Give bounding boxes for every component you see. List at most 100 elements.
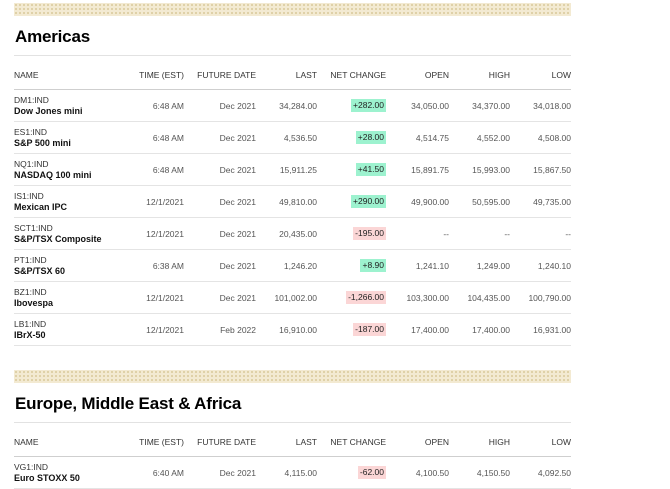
column-header-low[interactable]: LOW [510,428,571,457]
instrument-name[interactable]: NASDAQ 100 mini [14,169,92,180]
instrument-name[interactable]: Dow Jones mini [14,105,83,116]
table-header-row: NAME TIME (EST) FUTURE DATE LAST NET CHA… [14,61,571,90]
instrument-name[interactable]: S&P/TSX Composite [14,233,102,244]
column-header-open[interactable]: OPEN [386,61,449,90]
ticker-symbol[interactable]: VG1:IND [14,461,49,472]
high-cell: 50,595.00 [449,185,510,218]
ticker-symbol[interactable]: LB1:IND [14,318,47,329]
low-cell: 4,092.50 [510,456,571,489]
last-price-cell: 1,246.20 [256,249,317,282]
table-row[interactable]: PT1:IND S&P/TSX 60 6:38 AM Dec 2021 1,246.20… [14,249,571,282]
last-price-cell: 34,284.00 [256,89,317,122]
instrument-cell[interactable]: IS1:IND Mexican IPC [14,185,116,218]
section-divider [14,55,571,56]
column-header-time[interactable]: TIME (EST) [116,61,184,90]
instrument-cell[interactable]: SCT1:IND S&P/TSX Composite [14,217,116,250]
column-header-net-change[interactable]: NET CHANGE [317,61,386,90]
ticker-symbol[interactable]: PT1:IND [14,254,47,265]
column-header-name[interactable]: NAME [14,428,116,457]
ticker-symbol[interactable]: BZ1:IND [14,286,47,297]
high-cell: 17,400.00 [449,313,510,346]
instrument-name[interactable]: IBrX-50 [14,329,46,340]
ticker-symbol[interactable]: IS1:IND [14,190,44,201]
last-price-cell: 15,911.25 [256,153,317,186]
column-header-open[interactable]: OPEN [386,428,449,457]
instrument-cell[interactable]: NQ1:IND NASDAQ 100 mini [14,153,116,186]
low-cell: 100,790.00 [510,281,571,314]
net-change-cell: +282.00 [317,89,386,122]
decorative-band-top [14,3,571,16]
future-date-cell: Dec 2021 [184,121,256,154]
column-header-net-change[interactable]: NET CHANGE [317,428,386,457]
emea-futures-table: NAME TIME (EST) FUTURE DATE LAST NET CHA… [14,428,571,489]
low-cell: 16,931.00 [510,313,571,346]
open-cell: 103,300.00 [386,281,449,314]
instrument-cell[interactable]: PT1:IND S&P/TSX 60 [14,249,116,282]
instrument-cell[interactable]: VG1:IND Euro STOXX 50 [14,456,116,489]
future-date-cell: Dec 2021 [184,249,256,282]
time-cell: 6:38 AM [116,249,184,282]
instrument-cell[interactable]: BZ1:IND Ibovespa [14,281,116,314]
ticker-symbol[interactable]: DM1:IND [14,94,49,105]
ticker-symbol[interactable]: ES1:IND [14,126,48,137]
last-price-cell: 20,435.00 [256,217,317,250]
net-change-badge: -1,266.00 [346,291,386,304]
net-change-cell: -195.00 [317,217,386,250]
high-cell: 4,552.00 [449,121,510,154]
instrument-name[interactable]: Euro STOXX 50 [14,472,80,483]
section-title-americas: Americas [15,27,90,46]
net-change-badge: +28.00 [355,131,386,144]
ticker-symbol[interactable]: SCT1:IND [14,222,53,233]
instrument-cell[interactable]: DM1:IND Dow Jones mini [14,89,116,122]
instrument-cell[interactable]: LB1:IND IBrX-50 [14,313,116,346]
americas-futures-table: NAME TIME (EST) FUTURE DATE LAST NET CHA… [14,61,571,346]
future-date-cell: Dec 2021 [184,185,256,218]
instrument-name[interactable]: S&P/TSX 60 [14,265,66,276]
column-header-last[interactable]: LAST [256,428,317,457]
instrument-name[interactable]: Ibovespa [14,297,54,308]
net-change-badge: -195.00 [353,227,386,240]
instrument-cell[interactable]: ES1:IND S&P 500 mini [14,121,116,154]
instrument-name[interactable]: Mexican IPC [14,201,68,212]
instrument-name[interactable]: S&P 500 mini [14,137,71,148]
high-cell: 104,435.00 [449,281,510,314]
table-row[interactable]: ES1:IND S&P 500 mini 6:48 AM Dec 2021 4,536.… [14,121,571,154]
table-row[interactable]: DM1:IND Dow Jones mini 6:48 AM Dec 2021 34,2… [14,89,571,122]
open-cell: 15,891.75 [386,153,449,186]
column-header-future-date[interactable]: FUTURE DATE [184,428,256,457]
last-price-cell: 4,536.50 [256,121,317,154]
table-row[interactable]: IS1:IND Mexican IPC 12/1/2021 Dec 2021 49,81… [14,185,571,218]
column-header-high[interactable]: HIGH [449,61,510,90]
low-cell: 1,240.10 [510,249,571,282]
column-header-high[interactable]: HIGH [449,428,510,457]
net-change-badge: +282.00 [351,99,386,112]
time-cell: 12/1/2021 [116,281,184,314]
table-row[interactable]: NQ1:IND NASDAQ 100 mini 6:48 AM Dec 2021 15,… [14,153,571,186]
future-date-cell: Dec 2021 [184,456,256,489]
net-change-cell: -1,266.00 [317,281,386,314]
table-row[interactable]: SCT1:IND S&P/TSX Composite 12/1/2021 Dec 20… [14,217,571,250]
time-cell: 12/1/2021 [116,313,184,346]
net-change-cell: +8.90 [317,249,386,282]
column-header-name[interactable]: NAME [14,61,116,90]
column-header-low[interactable]: LOW [510,61,571,90]
net-change-cell: +290.00 [317,185,386,218]
future-date-cell: Dec 2021 [184,89,256,122]
low-cell: 15,867.50 [510,153,571,186]
high-cell: 34,370.00 [449,89,510,122]
column-header-last[interactable]: LAST [256,61,317,90]
table-row[interactable]: BZ1:IND Ibovespa 12/1/2021 Dec 2021 101,002.… [14,281,571,314]
section-title-emea: Europe, Middle East & Africa [15,394,242,413]
column-header-future-date[interactable]: FUTURE DATE [184,61,256,90]
open-cell: -- [386,217,449,250]
net-change-cell: +28.00 [317,121,386,154]
table-row[interactable]: VG1:IND Euro STOXX 50 6:40 AM Dec 2021 4,115… [14,456,571,489]
future-date-cell: Dec 2021 [184,153,256,186]
time-cell: 6:48 AM [116,121,184,154]
net-change-badge: -187.00 [353,323,386,336]
table-row[interactable]: LB1:IND IBrX-50 12/1/2021 Feb 2022 16,910.00… [14,313,571,346]
net-change-cell: +41.50 [317,153,386,186]
column-header-time[interactable]: TIME (EST) [116,428,184,457]
ticker-symbol[interactable]: NQ1:IND [14,158,49,169]
last-price-cell: 16,910.00 [256,313,317,346]
